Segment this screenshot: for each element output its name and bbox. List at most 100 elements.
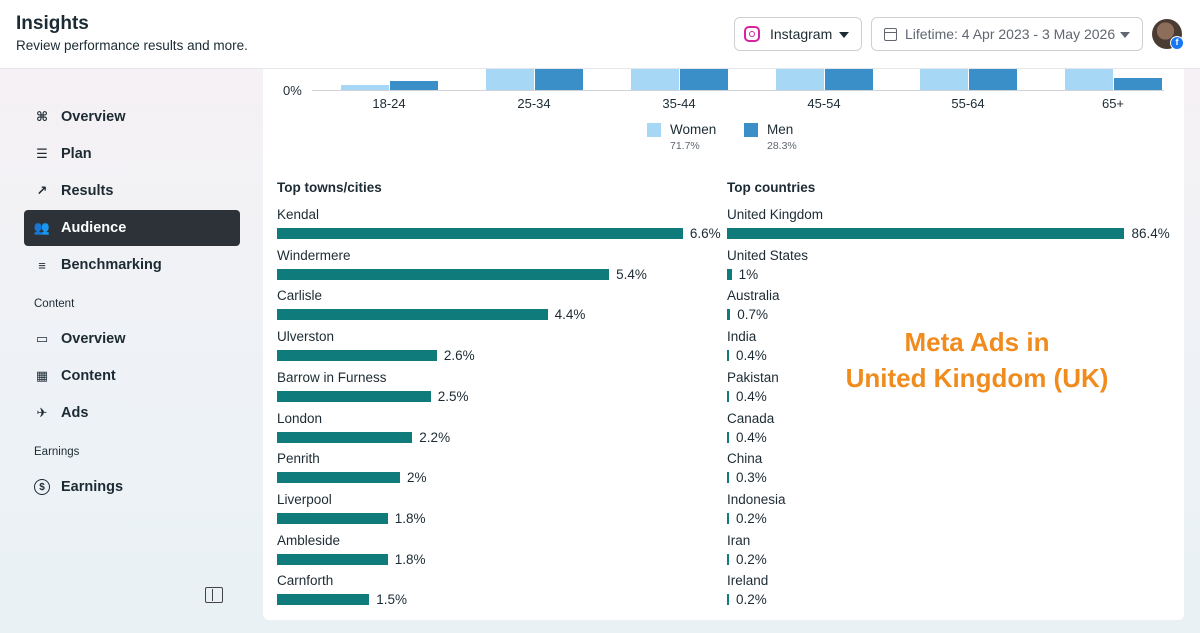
city-row-name: London <box>277 410 323 426</box>
sidebar-item-label: Audience <box>61 220 127 236</box>
sidebar-item-content-ads[interactable]: ✈ Ads <box>24 395 240 431</box>
sidebar-item-earnings-earnings[interactable]: $ Earnings <box>24 469 240 505</box>
country-row-name: Iran <box>727 532 751 548</box>
sidebar-item-main-results[interactable]: ↗ Results <box>24 173 240 209</box>
facebook-icon: f <box>1170 36 1184 50</box>
country-row-bar[interactable] <box>727 553 729 565</box>
bar-men-65+[interactable] <box>1114 78 1162 90</box>
city-row-name: Liverpool <box>277 491 332 507</box>
city-row-bar[interactable] <box>277 512 388 524</box>
city-row-bar[interactable] <box>277 390 431 402</box>
city-row-bar[interactable] <box>277 228 683 239</box>
overlay-line-2: United Kingdom (UK) <box>845 363 1109 393</box>
city-row-bar[interactable] <box>277 350 437 362</box>
country-row-bar[interactable] <box>727 350 729 362</box>
chevron-down-icon <box>1120 32 1130 38</box>
country-row-bar[interactable] <box>727 228 1125 239</box>
country-row-name: Canada <box>727 410 775 426</box>
top-countries-title: Top countries <box>727 180 816 195</box>
bar-women-65+[interactable] <box>1065 69 1113 90</box>
country-row-value: 0.2% <box>736 592 767 608</box>
city-row-value: 2% <box>407 470 427 486</box>
city-row-bar[interactable] <box>277 268 610 280</box>
country-row-name: Ireland <box>727 573 769 589</box>
sidebar-item-main-audience[interactable]: 👥 Audience <box>24 210 240 246</box>
sidebar-item-label: Content <box>61 368 116 384</box>
country-row-name: United Kingdom <box>727 207 824 222</box>
bar-men-45-54[interactable] <box>825 69 873 90</box>
date-range-selector[interactable]: Lifetime: 4 Apr 2023 - 3 May 2026 <box>871 17 1143 51</box>
country-row-value: 86.4% <box>1131 226 1170 241</box>
overview-icon: ⌘ <box>35 109 49 124</box>
legend-men[interactable]: Men 28.3% <box>744 122 797 152</box>
sidebar-item-main-plan[interactable]: ☰ Plan <box>24 136 240 172</box>
overlay-caption: Meta Ads in United Kingdom (UK) <box>818 324 1136 396</box>
platform-label: Instagram <box>770 26 833 42</box>
country-row-bar[interactable] <box>727 594 729 606</box>
audience-icon: 👥 <box>33 220 51 235</box>
city-row-value: 1.8% <box>394 510 426 526</box>
top-bar: Insights Review performance results and … <box>0 0 1200 69</box>
instagram-icon <box>744 26 760 42</box>
bar-men-18-24[interactable] <box>390 81 438 90</box>
collapse-sidebar-icon[interactable] <box>205 587 223 603</box>
country-row-bar[interactable] <box>727 390 729 402</box>
sidebar-item-content-overview[interactable]: ▭ Overview <box>24 321 240 357</box>
city-row-bar[interactable] <box>277 431 413 443</box>
x-axis-line <box>312 90 1164 91</box>
country-row-value: 0.4% <box>736 348 767 364</box>
country-row-bar[interactable] <box>727 309 731 321</box>
benchmarking-icon: ≡ <box>38 257 46 273</box>
y-axis-zero-label: 0% <box>283 83 302 98</box>
city-row-value: 6.6% <box>689 226 721 241</box>
country-row-name: Australia <box>727 288 780 304</box>
bar-men-55-64[interactable] <box>969 69 1017 90</box>
city-row-name: Barrow in Furness <box>277 369 387 385</box>
city-row-value: 5.4% <box>616 266 647 282</box>
country-row-bar[interactable] <box>727 431 729 443</box>
country-row-value: 1% <box>738 266 759 282</box>
bar-women-35-44[interactable] <box>631 69 679 90</box>
bar-men-25-34[interactable] <box>535 69 583 90</box>
sidebar-item-label: Results <box>61 183 114 199</box>
city-row-value: 2.6% <box>443 348 475 364</box>
sidebar-item-label: Earnings <box>61 479 124 495</box>
dollar-icon: $ <box>34 479 50 495</box>
city-row-bar[interactable] <box>277 309 548 321</box>
bar-women-18-24[interactable] <box>341 85 389 90</box>
city-row-name: Ambleside <box>277 532 341 548</box>
audience-panel <box>263 69 1184 620</box>
legend-label: Women <box>670 122 717 137</box>
sidebar-item-label: Overview <box>61 109 126 125</box>
city-row-name: Ulverston <box>277 329 335 345</box>
rocket-icon: ✈ <box>36 405 48 420</box>
city-row-bar[interactable] <box>277 472 400 484</box>
city-row-value: 4.4% <box>554 307 586 323</box>
city-row-name: Carnforth <box>277 573 334 589</box>
country-row-bar[interactable] <box>727 512 729 524</box>
sidebar-item-main-overview[interactable]: ⌘ Overview <box>24 99 240 135</box>
country-row-value: 0.2% <box>736 510 767 526</box>
bar-women-25-34[interactable] <box>486 69 534 90</box>
legend-women[interactable]: Women 71.7% <box>647 122 716 152</box>
legend-label: Men <box>767 122 794 137</box>
country-row-value: 0.2% <box>736 551 767 567</box>
section-label-content: Content <box>34 298 75 310</box>
sidebar-item-label: Benchmarking <box>61 257 162 273</box>
section-label-earnings: Earnings <box>34 446 80 458</box>
bar-men-35-44[interactable] <box>680 69 728 90</box>
sidebar-item-content-content[interactable]: ▦ Content <box>24 358 240 394</box>
country-row-bar[interactable] <box>727 472 729 484</box>
country-row-bar[interactable] <box>727 268 732 280</box>
plan-icon: ☰ <box>36 146 48 161</box>
bar-women-55-64[interactable] <box>920 69 968 90</box>
bar-women-45-54[interactable] <box>776 69 824 90</box>
sidebar-item-main-benchmarking[interactable]: ≡ Benchmarking <box>24 247 240 283</box>
age-tick-label: 55-64 <box>951 96 985 111</box>
age-tick-label: 45-54 <box>807 96 841 111</box>
sidebar-item-label: Ads <box>61 405 89 421</box>
country-row-name: United States <box>727 247 809 263</box>
city-row-bar[interactable] <box>277 553 388 565</box>
city-row-bar[interactable] <box>277 594 370 606</box>
platform-selector[interactable]: Instagram <box>734 17 862 51</box>
